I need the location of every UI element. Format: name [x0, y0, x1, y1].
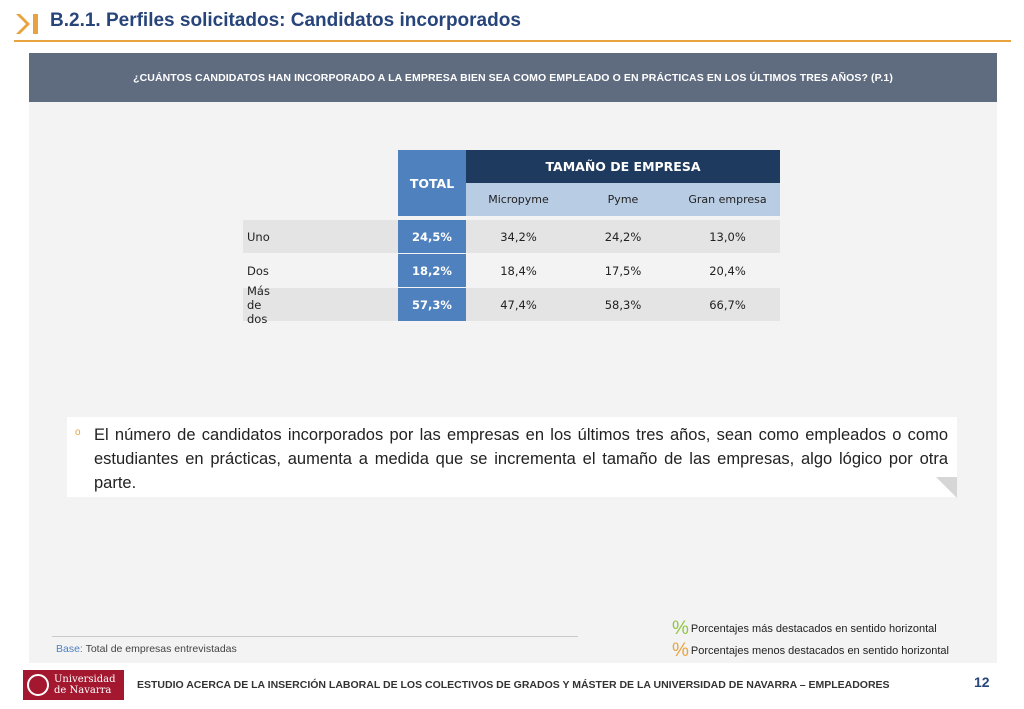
base-text: Total de empresas entrevistadas	[85, 643, 237, 655]
page-number: 12	[974, 674, 990, 690]
total-cell: 18,2%	[398, 254, 466, 287]
question-text: ¿CUÁNTOS CANDIDATOS HAN INCORPORADO A LA…	[133, 71, 893, 84]
total-header: TOTAL	[398, 150, 466, 216]
total-cell: 57,3%	[398, 288, 466, 321]
row-label: Más de dos	[247, 283, 270, 326]
header-divider	[14, 40, 1011, 42]
legend-label: Porcentajes más destacados en sentido ho…	[690, 623, 937, 635]
university-seal-icon	[27, 674, 49, 696]
table-row	[243, 220, 780, 253]
value-cell: 34,2%	[500, 229, 537, 244]
subheader-pyme: Pyme	[571, 183, 675, 216]
value-cell: 58,3%	[604, 297, 642, 312]
legend-label: Porcentajes menos destacados en sentido …	[690, 645, 949, 657]
subheader-micropyme: Micropyme	[466, 183, 571, 216]
footer-study-title: ESTUDIO ACERCA DE LA INSERCIÓN LABORAL D…	[137, 679, 890, 691]
page-fold-icon	[936, 477, 957, 498]
value-cell: 66,7%	[709, 297, 746, 312]
value-cell: 13,0%	[709, 229, 746, 244]
value-cell: 20,4%	[709, 263, 746, 278]
value-cell: 18,4%	[500, 263, 537, 278]
value-cell: 17,5%	[604, 263, 642, 278]
percent-high-icon: %	[672, 618, 689, 639]
base-label: Base:	[56, 643, 83, 655]
conclusion-text: El número de candidatos incorporados por…	[94, 426, 948, 492]
company-size-header: TAMAÑO DE EMPRESA	[466, 150, 780, 183]
value-cell: 47,4%	[500, 297, 537, 312]
table-row	[243, 288, 780, 321]
legend-item-low: % Porcentajes menos destacados en sentid…	[672, 640, 949, 662]
base-note: Base: Total de empresas entrevistadas	[56, 643, 237, 655]
question-banner: ¿CUÁNTOS CANDIDATOS HAN INCORPORADO A LA…	[29, 53, 997, 102]
base-divider	[52, 636, 578, 637]
page-title: B.2.1. Perfiles solicitados: Candidatos …	[50, 10, 521, 31]
bullet-icon: o	[75, 427, 81, 438]
row-label: Dos	[247, 263, 269, 278]
value-cell: 24,2%	[604, 229, 642, 244]
subheader-gran-empresa: Gran empresa	[675, 183, 780, 216]
conclusion-note	[67, 417, 957, 497]
university-name: Universidad de Navarra	[54, 674, 116, 696]
row-label: Uno	[247, 229, 270, 244]
table-row	[243, 254, 780, 287]
university-logo: Universidad de Navarra	[23, 670, 124, 700]
legend-item-high: % Porcentajes más destacados en sentido …	[672, 618, 937, 640]
total-cell: 24,5%	[398, 220, 466, 253]
section-arrow-icon	[16, 14, 38, 34]
percent-low-icon: %	[672, 640, 689, 661]
